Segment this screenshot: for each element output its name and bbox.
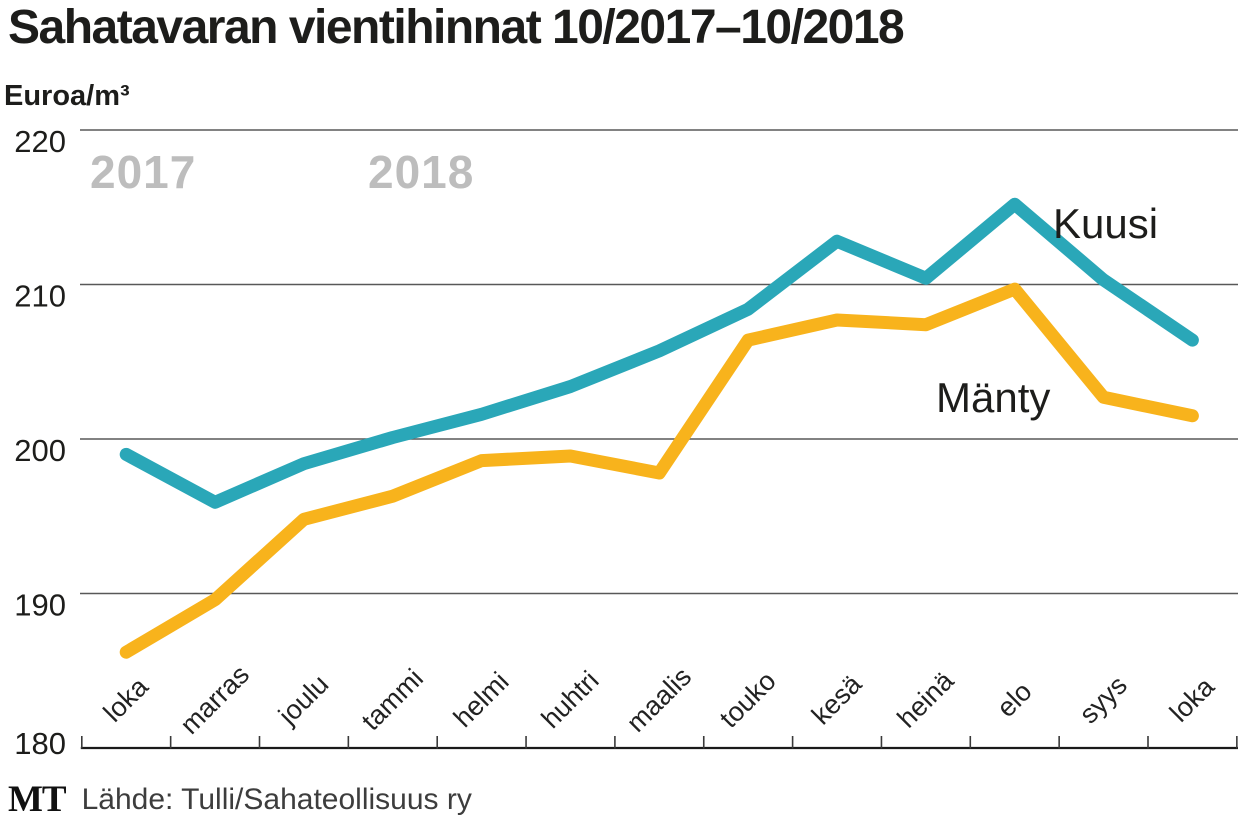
- x-tick-label: touko: [714, 666, 782, 734]
- y-tick-label: 190: [14, 588, 66, 623]
- x-tick-label: huhtri: [536, 665, 605, 734]
- series-line-mänty: [119, 282, 1199, 659]
- x-tick-label: maalis: [621, 661, 697, 737]
- mt-logo: MT: [8, 779, 67, 820]
- x-tick-label: syys: [1073, 670, 1132, 729]
- year-label: 2018: [368, 146, 474, 198]
- y-axis-unit-label: Euroa/m³: [4, 80, 130, 112]
- chart-title: Sahatavaran vientihinnat 10/2017–10/2018: [8, 1, 905, 54]
- source-label: Lähde: Tulli/Sahateollisuus ry: [81, 783, 472, 816]
- x-tick-label: kesä: [806, 668, 868, 730]
- source-row: MT Lähde: Tulli/Sahateollisuus ry: [8, 781, 472, 818]
- x-tick-label: loka: [98, 671, 155, 728]
- x-tick-label: joulu: [272, 669, 334, 731]
- series-label-kuusi: Kuusi: [1053, 200, 1158, 247]
- y-tick-label: 220: [14, 124, 66, 159]
- x-tick-label: tammi: [356, 663, 429, 736]
- y-tick-label: 200: [14, 433, 66, 468]
- series-line-kuusi: [119, 197, 1199, 509]
- year-label: 2017: [90, 146, 196, 198]
- x-tick-label: loka: [1164, 671, 1221, 728]
- x-tick-label: marras: [174, 659, 255, 740]
- x-tick-label: elo: [991, 676, 1038, 723]
- y-tick-label: 180: [14, 726, 66, 761]
- y-tick-label: 210: [14, 279, 66, 314]
- x-tick-label: heinä: [892, 665, 961, 734]
- x-tick-label: helmi: [448, 666, 515, 733]
- series-label-mänty: Mänty: [936, 374, 1050, 421]
